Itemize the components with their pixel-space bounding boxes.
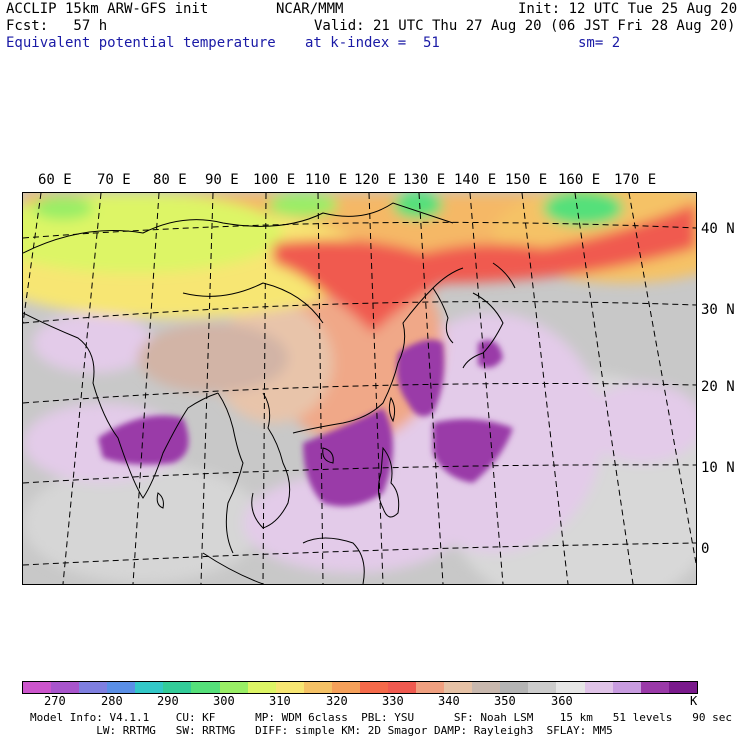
colorbar-swatch xyxy=(612,682,641,693)
field-name: Equivalent potential temperature xyxy=(6,35,276,51)
header-forecast-hour: Fcst: 57 h xyxy=(6,18,108,34)
colorbar-swatch xyxy=(528,682,557,693)
lon-label: 160 E xyxy=(558,172,601,188)
smoothing-value: sm= 2 xyxy=(578,35,621,51)
lat-label: 0 xyxy=(701,541,710,557)
lat-label: 40 N xyxy=(701,221,735,237)
colorbar-label: 270 xyxy=(44,694,66,708)
colorbar-swatch xyxy=(416,682,445,693)
colorbar-label: 300 xyxy=(213,694,235,708)
graticule xyxy=(23,193,696,584)
colorbar-swatch xyxy=(640,682,669,693)
lon-label: 170 E xyxy=(614,172,657,188)
field-core-regions xyxy=(98,339,513,507)
colorbar-label: 320 xyxy=(326,694,348,708)
model-info-line-1: Model Info: V4.1.1 CU: KF MP: WDM 6class… xyxy=(30,711,732,724)
map-panel xyxy=(22,192,697,585)
lon-label: 130 E xyxy=(403,172,446,188)
colorbar-label: 310 xyxy=(269,694,291,708)
equivalent-potential-temperature-field xyxy=(23,193,696,584)
lon-label: 150 E xyxy=(505,172,548,188)
colorbar-swatch xyxy=(500,682,529,693)
colorbar-swatch xyxy=(331,682,360,693)
colorbar-swatch xyxy=(584,682,613,693)
colorbar-swatch xyxy=(472,682,501,693)
colorbar-label: 330 xyxy=(382,694,404,708)
lat-label: 30 N xyxy=(701,302,735,318)
header-model-title: ACCLIP 15km ARW-GFS init xyxy=(6,1,209,17)
colorbar-swatch xyxy=(135,682,164,693)
colorbar-swatch xyxy=(668,682,697,693)
lon-label: 70 E xyxy=(97,172,131,188)
colorbar-swatch xyxy=(191,682,220,693)
lon-label: 100 E xyxy=(253,172,296,188)
colorbar-label: 280 xyxy=(101,694,123,708)
colorbar-swatch xyxy=(107,682,136,693)
colorbar-swatch xyxy=(359,682,389,693)
colorbar-swatch xyxy=(219,682,248,693)
colorbar-swatch xyxy=(388,682,417,693)
model-info-line-2: LW: RRTMG SW: RRTMG DIFF: simple KM: 2D … xyxy=(30,724,613,737)
colorbar-swatch xyxy=(163,682,192,693)
lat-label: 20 N xyxy=(701,379,735,395)
lon-label: 90 E xyxy=(205,172,239,188)
lon-label: 140 E xyxy=(454,172,497,188)
colorbar-swatch xyxy=(303,682,332,693)
colorbar-swatch xyxy=(79,682,108,693)
colorbar-label: 360 xyxy=(551,694,573,708)
colorbar xyxy=(22,681,698,694)
colorbar-swatch xyxy=(247,682,276,693)
header-valid-time: Valid: 21 UTC Thu 27 Aug 20 (06 JST Fri … xyxy=(314,18,736,34)
colorbar-label: 290 xyxy=(157,694,179,708)
coastlines xyxy=(23,202,516,584)
lon-label: 110 E xyxy=(305,172,348,188)
lon-label: 80 E xyxy=(153,172,187,188)
lon-label: 120 E xyxy=(354,172,397,188)
colorbar-swatch xyxy=(444,682,473,693)
colorbar-swatch xyxy=(556,682,585,693)
header-init-time: Init: 12 UTC Tue 25 Aug 20 xyxy=(518,1,738,17)
colorbar-swatch xyxy=(275,682,304,693)
colorbar-swatch xyxy=(51,682,80,693)
colorbar-label: 350 xyxy=(494,694,516,708)
colorbar-label: 340 xyxy=(438,694,460,708)
level-index: at k-index = 51 xyxy=(305,35,440,51)
colorbar-unit: K xyxy=(690,694,698,708)
header-institution: NCAR/MMM xyxy=(276,1,344,17)
colorbar-swatch xyxy=(23,682,52,693)
lon-label: 60 E xyxy=(38,172,72,188)
lat-label: 10 N xyxy=(701,460,735,476)
